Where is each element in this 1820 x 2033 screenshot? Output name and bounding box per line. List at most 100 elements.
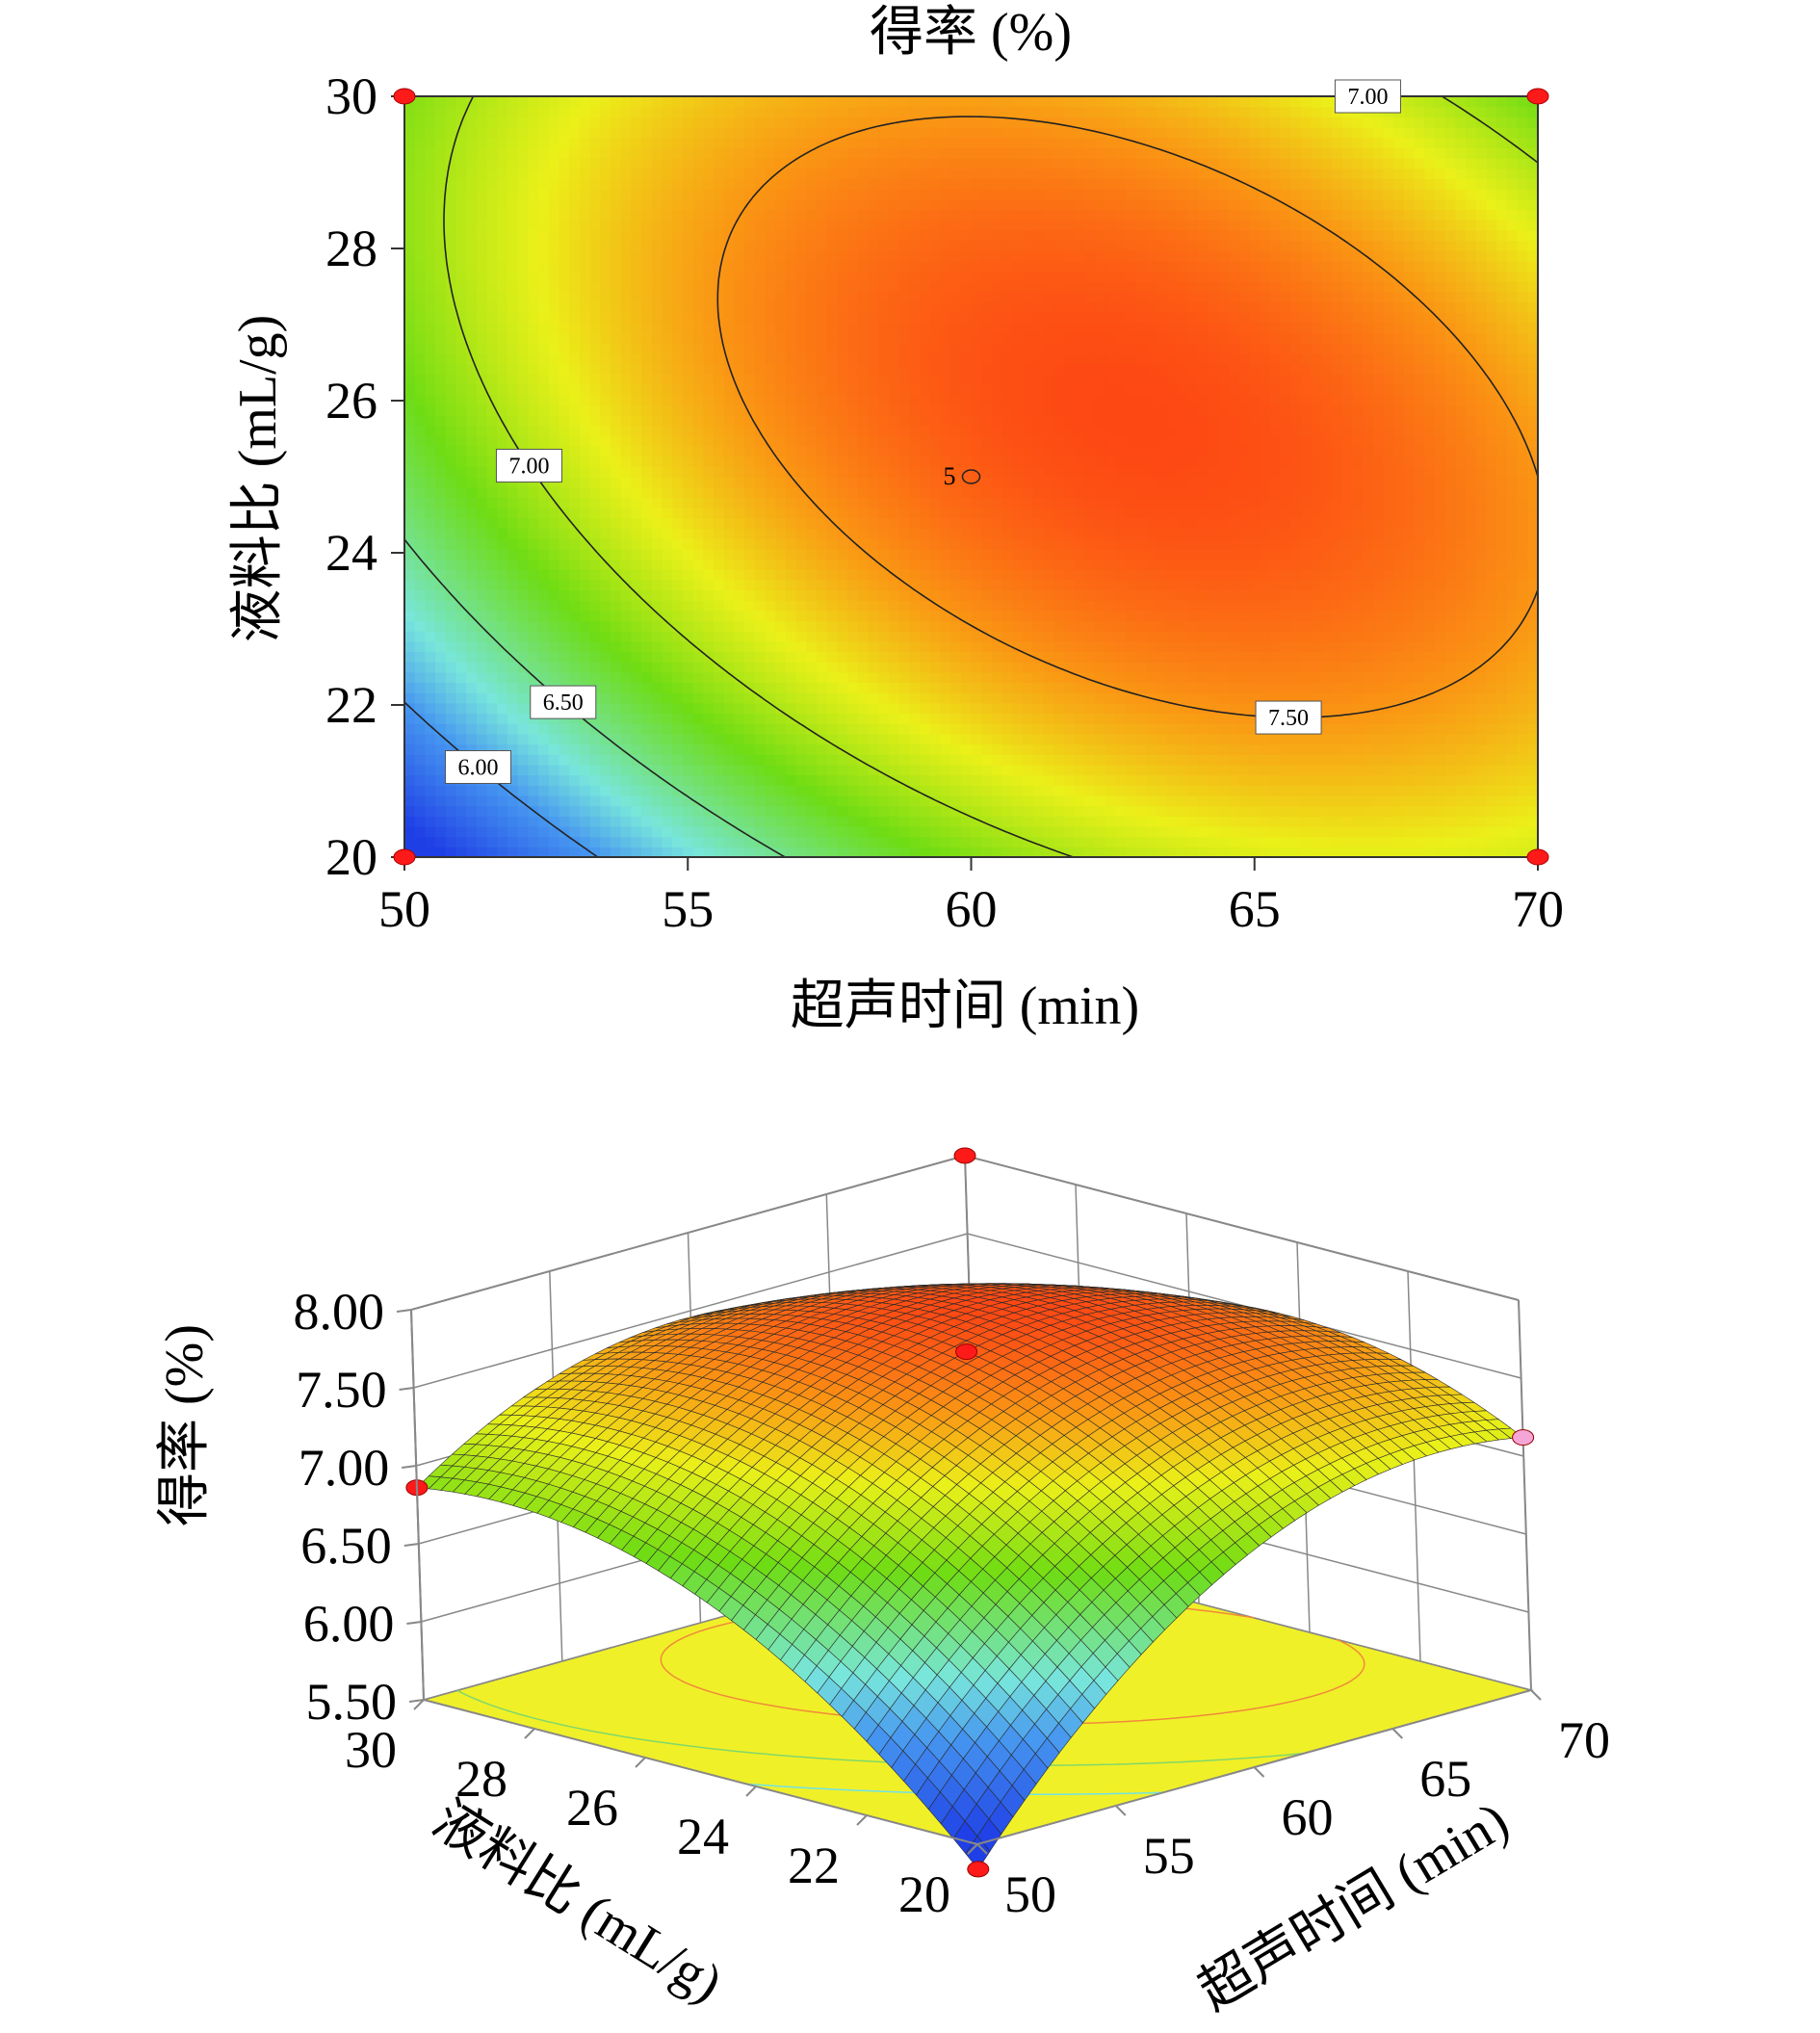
heatmap-cell (868, 435, 879, 447)
heatmap-cell (765, 198, 776, 211)
heatmap-cell (569, 374, 581, 385)
heatmap-cell (651, 198, 663, 211)
heatmap-cell (589, 117, 601, 128)
heatmap-cell (909, 456, 921, 467)
heatmap-cell (600, 723, 611, 735)
heatmap-cell (486, 229, 498, 242)
heatmap-cell (641, 847, 653, 857)
heatmap-cell (559, 425, 570, 436)
heatmap-cell (476, 610, 488, 622)
heatmap-cell (971, 508, 982, 519)
heatmap-cell (1001, 764, 1013, 776)
heatmap-cell (682, 383, 694, 396)
heatmap-cell (878, 497, 890, 508)
heatmap-cell (641, 435, 653, 447)
heatmap-cell (826, 486, 838, 498)
heatmap-cell (1063, 702, 1076, 715)
heatmap-cell (1053, 486, 1065, 498)
heatmap-cell (1043, 445, 1054, 457)
heatmap-cell (662, 538, 673, 550)
heatmap-cell (950, 774, 962, 786)
heatmap-cell (569, 291, 581, 303)
heatmap-cell (620, 374, 632, 385)
heatmap-cell (1023, 322, 1034, 334)
heatmap-cell (600, 610, 611, 622)
heatmap-cell (1012, 96, 1024, 108)
heatmap-cell (651, 414, 663, 427)
heatmap-cell (754, 332, 767, 344)
heatmap-cell (795, 198, 807, 211)
heatmap-cell (929, 671, 941, 684)
heatmap-cell (940, 497, 951, 508)
heatmap-cell (1053, 127, 1065, 139)
heatmap-cell (920, 117, 931, 128)
heatmap-cell (960, 785, 973, 796)
heatmap-cell (950, 538, 962, 550)
heatmap-cell (940, 569, 951, 581)
heatmap-cell (920, 404, 931, 416)
heatmap-cell (569, 209, 581, 221)
heatmap-cell (754, 189, 767, 200)
heatmap-cell (909, 168, 921, 180)
heatmap-cell (806, 291, 818, 303)
heatmap-cell (692, 352, 704, 365)
heatmap-cell (878, 312, 890, 324)
heatmap-cell (497, 96, 508, 108)
heatmap-cell (1023, 702, 1034, 715)
heatmap-cell (672, 106, 684, 117)
heatmap-cell (960, 260, 973, 273)
heatmap-cell (476, 189, 488, 200)
heatmap-cell (795, 271, 807, 282)
heatmap-cell (641, 117, 653, 128)
heatmap-cell (414, 352, 426, 365)
heatmap-cell (971, 291, 982, 303)
heatmap-cell (455, 435, 467, 447)
heatmap-cell (466, 713, 478, 724)
heatmap-cell (692, 147, 704, 159)
heatmap-cell (981, 271, 993, 282)
heatmap-cell (476, 836, 488, 847)
heatmap-cell (414, 610, 426, 622)
heatmap-cell (435, 538, 447, 550)
heatmap-cell (559, 137, 570, 148)
heatmap-cell (692, 528, 704, 539)
heatmap-cell (682, 240, 694, 251)
heatmap-cell (569, 825, 581, 838)
heatmap-cell (878, 486, 890, 498)
heatmap-cell (538, 127, 550, 139)
heatmap-cell (806, 168, 818, 180)
heatmap-cell (826, 671, 838, 684)
heatmap-cell (744, 743, 756, 755)
heatmap-cell (837, 414, 848, 427)
heatmap-cell (1032, 733, 1044, 745)
heatmap-cell (662, 352, 673, 365)
heatmap-cell (714, 147, 725, 159)
heatmap-cell (425, 209, 436, 221)
heatmap-cell (528, 168, 539, 180)
heatmap-cell (425, 548, 436, 560)
heatmap-cell (765, 733, 776, 745)
heatmap-cell (435, 466, 447, 478)
heatmap-cell (425, 383, 436, 396)
heatmap-cell (1012, 640, 1024, 653)
heatmap-cell (517, 671, 529, 684)
heatmap-cell (404, 374, 416, 385)
heatmap-cell (435, 404, 447, 416)
heatmap-cell (579, 301, 591, 313)
heatmap-cell (898, 559, 910, 570)
heatmap-cell (620, 692, 632, 704)
heatmap-cell (734, 538, 745, 550)
heatmap-cell (651, 404, 663, 416)
heatmap-cell (497, 271, 508, 282)
heatmap-cell (641, 651, 653, 663)
heatmap-cell (837, 538, 848, 550)
heatmap-cell (857, 486, 870, 498)
heatmap-cell (734, 168, 745, 180)
heatmap-cell (404, 158, 416, 169)
heatmap-cell (1084, 260, 1096, 273)
heatmap-cell (404, 291, 416, 303)
heatmap-cell (466, 158, 478, 169)
heatmap-cell (1023, 785, 1034, 796)
heatmap-cell (507, 559, 519, 570)
heatmap-cell (960, 671, 973, 684)
